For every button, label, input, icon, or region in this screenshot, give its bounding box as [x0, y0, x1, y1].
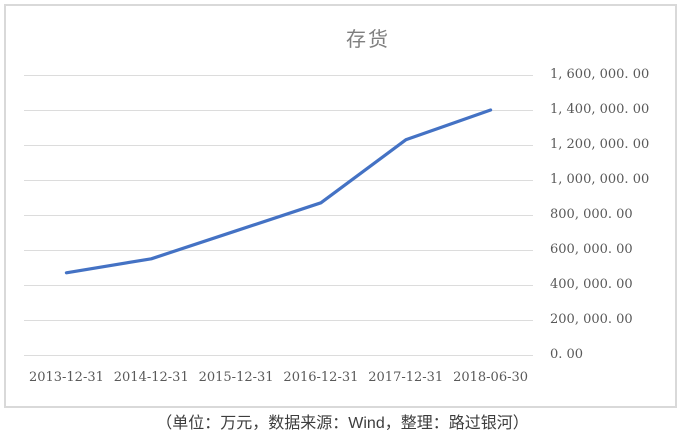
y-axis-tick-label: 1, 600, 000. 00	[550, 67, 650, 82]
gridline	[24, 75, 533, 76]
x-axis-tick-label: 2017-12-31	[368, 370, 444, 385]
x-axis-tick-label: 2016-12-31	[283, 370, 359, 385]
chart-caption: （单位：万元，数据来源：Wind，整理：路过银河）	[156, 415, 529, 432]
y-axis-tick-label: 600, 000. 00	[550, 242, 633, 257]
line-chart-plot	[64, 108, 493, 275]
inventory-line-series	[64, 108, 493, 275]
y-axis-tick-label: 0. 00	[550, 347, 584, 362]
x-axis-tick-label: 2018-06-30	[453, 370, 529, 385]
x-axis-tick-labels: 2013-12-31 2014-12-31 2015-12-31 2016-12-31…	[24, 369, 533, 386]
gridline	[24, 110, 533, 111]
y-axis-tick-label: 1, 000, 000. 00	[550, 172, 650, 187]
gridline	[24, 145, 533, 146]
gridline	[24, 285, 533, 286]
gridline	[24, 320, 533, 321]
gridline	[24, 180, 533, 181]
x-axis-tick-label: 2013-12-31	[28, 370, 104, 385]
y-axis-tick-label: 400, 000. 00	[550, 277, 633, 292]
gridline	[24, 250, 533, 251]
chart-frame: 存货	[4, 4, 677, 408]
gridline	[24, 355, 533, 356]
y-axis-tick-label: 1, 400, 000. 00	[550, 102, 650, 117]
y-axis-tick-label: 1, 200, 000. 00	[550, 137, 650, 152]
chart-title: 存货	[346, 29, 390, 51]
y-axis-tick-label: 200, 000. 00	[550, 312, 633, 327]
x-axis-tick-label: 2015-12-31	[198, 370, 274, 385]
x-axis-tick-label: 2014-12-31	[113, 370, 189, 385]
y-axis-tick-label: 800, 000. 00	[550, 207, 633, 222]
